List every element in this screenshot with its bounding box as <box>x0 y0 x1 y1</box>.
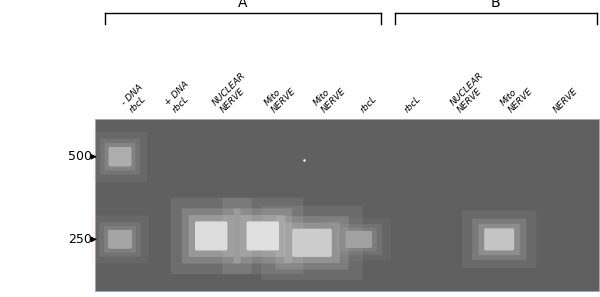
FancyBboxPatch shape <box>91 216 149 263</box>
FancyBboxPatch shape <box>188 215 234 257</box>
Text: 250: 250 <box>68 233 92 246</box>
FancyBboxPatch shape <box>240 215 286 257</box>
FancyBboxPatch shape <box>93 132 147 182</box>
Text: rbcL: rbcL <box>403 94 424 114</box>
FancyBboxPatch shape <box>108 230 132 249</box>
FancyBboxPatch shape <box>284 222 340 263</box>
Text: NUCLEAR
NERVE: NUCLEAR NERVE <box>449 70 493 114</box>
Text: A: A <box>238 0 248 10</box>
FancyBboxPatch shape <box>346 231 372 248</box>
FancyBboxPatch shape <box>262 206 362 280</box>
FancyBboxPatch shape <box>292 229 332 257</box>
Text: 500: 500 <box>68 150 92 163</box>
FancyBboxPatch shape <box>109 147 131 167</box>
FancyBboxPatch shape <box>462 211 536 268</box>
FancyBboxPatch shape <box>247 221 279 250</box>
Text: Mito
NERVE: Mito NERVE <box>263 79 298 114</box>
Text: NERVE: NERVE <box>552 86 580 114</box>
FancyBboxPatch shape <box>105 143 136 170</box>
Text: - DNA
rbcL: - DNA rbcL <box>120 82 152 114</box>
FancyBboxPatch shape <box>171 198 251 274</box>
FancyBboxPatch shape <box>327 218 391 261</box>
FancyBboxPatch shape <box>104 226 136 252</box>
Text: Mito
NERVE: Mito NERVE <box>312 79 347 114</box>
Text: rbcL: rbcL <box>359 94 379 114</box>
Text: B: B <box>491 0 501 10</box>
FancyBboxPatch shape <box>275 216 349 270</box>
FancyBboxPatch shape <box>100 139 140 175</box>
FancyBboxPatch shape <box>195 221 227 250</box>
FancyBboxPatch shape <box>484 228 514 250</box>
FancyBboxPatch shape <box>472 219 526 260</box>
Bar <box>95 119 599 291</box>
FancyBboxPatch shape <box>182 208 241 263</box>
FancyBboxPatch shape <box>233 208 292 263</box>
FancyBboxPatch shape <box>223 198 303 274</box>
Text: Mito
NERVE: Mito NERVE <box>499 79 535 114</box>
FancyBboxPatch shape <box>479 224 520 255</box>
FancyBboxPatch shape <box>99 222 141 257</box>
FancyBboxPatch shape <box>341 228 377 251</box>
Text: + DNA
rbcL: + DNA rbcL <box>163 79 198 114</box>
Text: NUCLEAR
NERVE: NUCLEAR NERVE <box>211 70 255 114</box>
FancyBboxPatch shape <box>335 224 382 255</box>
